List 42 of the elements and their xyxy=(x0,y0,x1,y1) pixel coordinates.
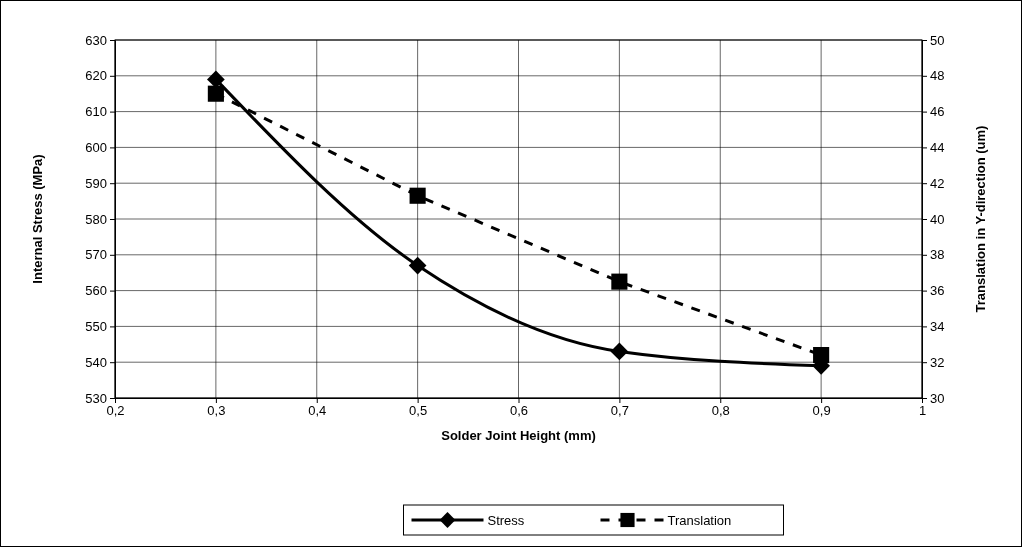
y-tick-label: 600 xyxy=(85,140,107,156)
y-tick-label: 580 xyxy=(85,211,107,227)
text: Stress xyxy=(487,513,525,528)
x-tick-label: 1 xyxy=(918,403,927,419)
y-tick-label: 610 xyxy=(85,104,107,120)
y-tick-label: 550 xyxy=(85,319,107,335)
x-tick-label: 0,9 xyxy=(812,403,831,419)
point xyxy=(610,342,629,361)
y-tick-label: 530 xyxy=(85,390,107,406)
point xyxy=(409,187,426,204)
point xyxy=(408,256,427,275)
y2-tick-label: 36 xyxy=(930,283,945,299)
y-tick-label: 560 xyxy=(85,283,107,299)
y2-tick-label: 32 xyxy=(930,354,945,370)
y2-tick-label: 48 xyxy=(930,68,945,84)
y2-tick-label: 50 xyxy=(930,32,945,48)
x-tick-label: 0,5 xyxy=(409,403,428,419)
y-tick-label: 570 xyxy=(85,247,107,263)
y2-tick-label: 44 xyxy=(930,140,945,156)
y2-tick-label: 38 xyxy=(930,247,945,263)
y-tick-label: 540 xyxy=(85,354,107,370)
x-tick-label: 0,3 xyxy=(207,403,226,419)
point xyxy=(611,273,628,290)
y-tick-label: 620 xyxy=(85,68,107,84)
x-tick-label: 0,8 xyxy=(711,403,730,419)
x-tick-label: 0,2 xyxy=(106,403,125,419)
y-axis-title: Internal Stress (MPa) xyxy=(30,154,45,284)
x-axis-title: Solder Joint Height (mm) xyxy=(441,428,596,443)
y-tick-label: 590 xyxy=(85,175,107,191)
y2-tick-label: 46 xyxy=(930,104,945,120)
y-tick-label: 630 xyxy=(85,32,107,48)
x-tick-label: 0,7 xyxy=(610,403,629,419)
x-tick-label: 0,4 xyxy=(308,403,327,419)
x-tick-label: 0,6 xyxy=(509,403,529,419)
y2-axis-title: Translation in Y-direction (um) xyxy=(973,125,988,313)
y2-tick-label: 42 xyxy=(930,175,945,191)
y2-tick-label: 30 xyxy=(930,390,945,406)
y2-tick-label: 34 xyxy=(930,319,945,335)
point xyxy=(813,346,830,364)
y2-tick-label: 40 xyxy=(930,211,945,227)
legend-label: Translation xyxy=(667,513,732,528)
point xyxy=(207,85,224,102)
